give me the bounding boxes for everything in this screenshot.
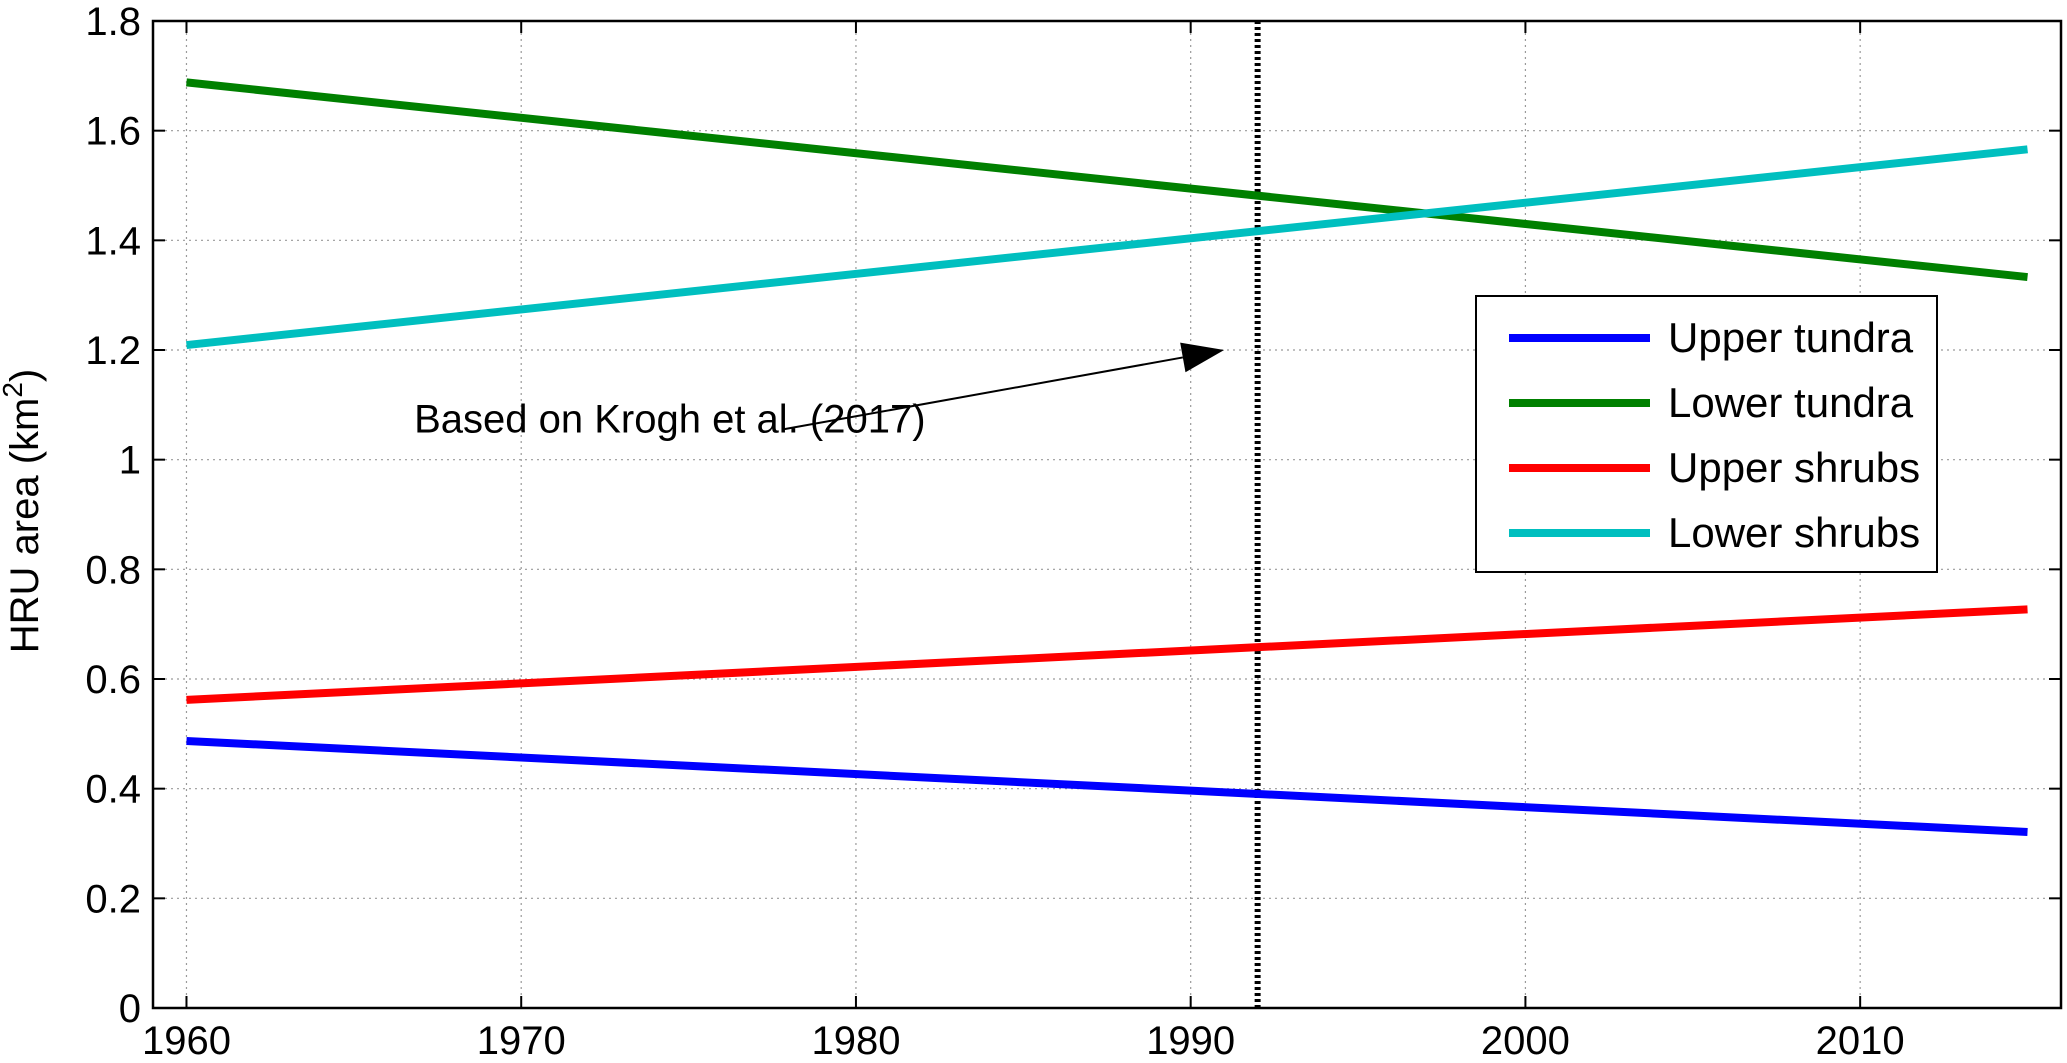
- x-tick-label: 1960: [142, 1019, 231, 1063]
- y-tick-label: 1.2: [85, 329, 141, 373]
- y-tick-label: 0.4: [85, 768, 141, 812]
- annotation-arrow-shaft: [782, 356, 1183, 431]
- legend-label: Lower tundra: [1668, 379, 1914, 426]
- y-tick-label: 0: [119, 987, 141, 1031]
- legend-label: Upper shrubs: [1668, 444, 1920, 491]
- legend-label: Upper tundra: [1668, 314, 1914, 361]
- y-axis-label-text: HRU area (km: [3, 398, 47, 654]
- annotation: Based on Krogh et al. (2017): [414, 342, 1225, 441]
- y-tick-label: 1.6: [85, 110, 141, 154]
- y-tick-label: 0.2: [85, 877, 141, 921]
- x-tick-label: 1980: [811, 1019, 900, 1063]
- series-line-upper-tundra: [186, 736, 2028, 836]
- y-tick-label: 0.6: [85, 658, 141, 702]
- y-tick-label: 1.8: [85, 0, 141, 44]
- x-tick-label: 2010: [1816, 1019, 1905, 1063]
- y-axis-label-suffix: ): [3, 369, 47, 382]
- series-line-lower-shrubs: [186, 145, 2028, 350]
- x-tick-label: 1990: [1146, 1019, 1235, 1063]
- x-tick-label: 2000: [1481, 1019, 1570, 1063]
- svg-text:HRU area (km2): HRU area (km2): [0, 369, 47, 654]
- annotation-text: Based on Krogh et al. (2017): [414, 397, 925, 441]
- y-axis-label-exponent: 2: [0, 382, 28, 398]
- legend-label: Lower shrubs: [1668, 509, 1920, 556]
- axis-ticks: 1960 1970 1980 1990 2000 2010 0 0.2 0.4 0.6 0.8 1 1.…: [85, 0, 2061, 1063]
- x-tick-label: 1970: [477, 1019, 566, 1063]
- plot-frame: [151, 19, 2063, 1010]
- legend: Upper tundra Lower tundra Upper shrubs Lowe…: [1475, 295, 1938, 573]
- annotation-arrow-head: [1180, 342, 1225, 373]
- y-tick-label: 1.4: [85, 219, 141, 263]
- series-line-lower-tundra: [186, 78, 2028, 282]
- y-axis-label: HRU area (km2): [0, 369, 47, 654]
- series-layer: [186, 78, 2028, 836]
- y-tick-label: 0.8: [85, 548, 141, 592]
- series-line-upper-shrubs: [186, 605, 2028, 704]
- y-tick-label: 1: [119, 439, 141, 483]
